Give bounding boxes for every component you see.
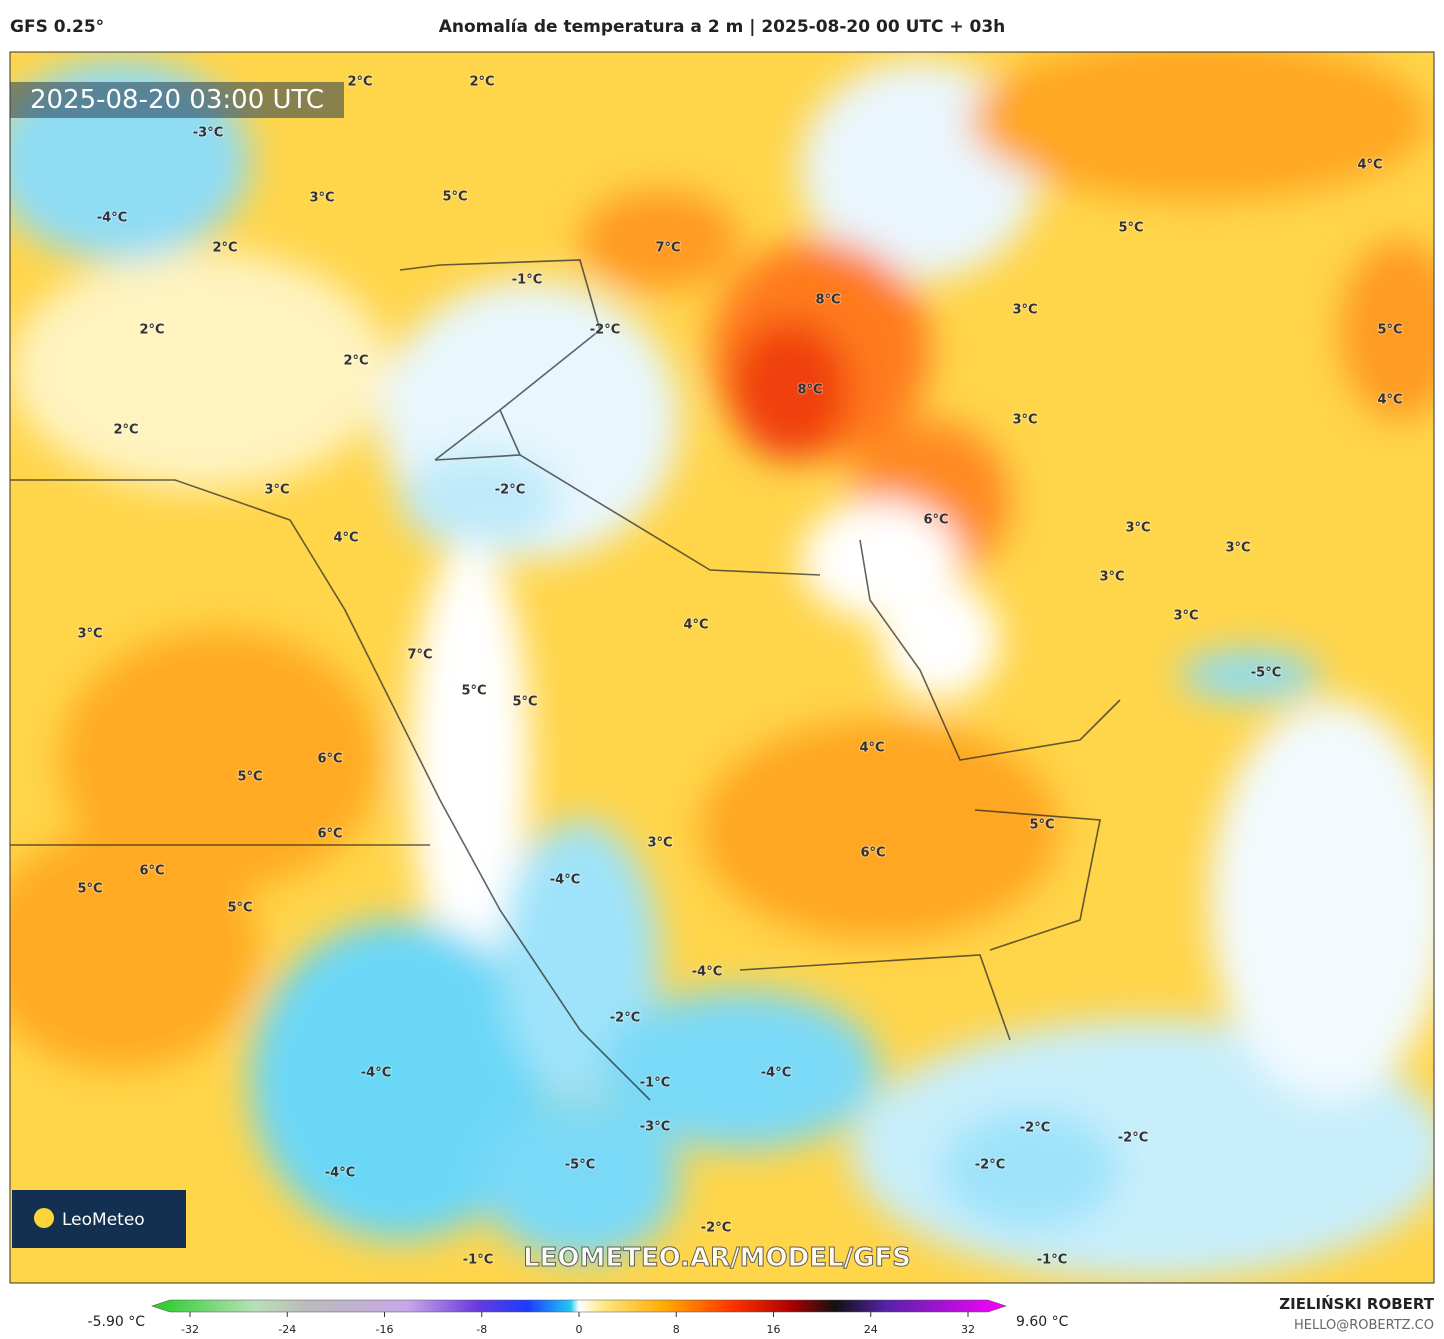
- author: ZIELIŃSKI ROBERT: [1279, 1294, 1434, 1313]
- anomaly-label: -4°C: [761, 1066, 791, 1081]
- anomaly-label: 3°C: [1225, 541, 1250, 556]
- anomaly-label: 8°C: [797, 383, 822, 398]
- anomaly-label: 5°C: [461, 684, 486, 699]
- anomaly-label: 3°C: [1012, 413, 1037, 428]
- anomaly-label: 4°C: [683, 618, 708, 633]
- anomaly-label: -2°C: [1118, 1131, 1148, 1146]
- anomaly-label: 2°C: [113, 423, 138, 438]
- anomaly-label: -2°C: [590, 323, 620, 338]
- anomaly-label: 3°C: [1173, 609, 1198, 624]
- anomaly-label: 2°C: [347, 75, 372, 90]
- anomaly-label: -4°C: [97, 211, 127, 226]
- anomaly-label: 5°C: [512, 695, 537, 710]
- anomaly-label: 5°C: [77, 882, 102, 897]
- colorbar-min: -5.90 °C: [88, 1314, 146, 1330]
- anomaly-label: -3°C: [193, 126, 223, 141]
- colorbar-ticks: -32 -24 -16 -8 0 8 16 24 32: [181, 1312, 975, 1336]
- anomaly-label: -1°C: [640, 1076, 670, 1091]
- anomaly-label: 7°C: [407, 648, 432, 663]
- timestamp: 2025-08-20 03:00 UTC: [30, 85, 324, 115]
- anomaly-label: 5°C: [442, 190, 467, 205]
- anomaly-label: 8°C: [815, 293, 840, 308]
- anomaly-label: 2°C: [343, 354, 368, 369]
- watermark: LEOMETEO.AR/MODEL/GFS: [523, 1243, 911, 1273]
- anomaly-label: -2°C: [975, 1158, 1005, 1173]
- anomaly-field: [10, 52, 1434, 1283]
- colorbar-tick-label: 16: [767, 1323, 781, 1336]
- anomaly-label: 4°C: [333, 531, 358, 546]
- anomaly-label: 4°C: [859, 741, 884, 756]
- anomaly-label: 5°C: [227, 901, 252, 916]
- anomaly-label: 6°C: [860, 846, 885, 861]
- colorbar-tick-label: 32: [961, 1323, 975, 1336]
- anomaly-label: 6°C: [139, 864, 164, 879]
- anomaly-label: 3°C: [309, 191, 334, 206]
- colorbar-tick-label: 8: [673, 1323, 680, 1336]
- anomaly-label: -1°C: [463, 1253, 493, 1268]
- anomaly-label: -1°C: [512, 273, 542, 288]
- colorbar-tick-label: -24: [278, 1323, 296, 1336]
- colorbar-tick-label: -16: [376, 1323, 394, 1336]
- anomaly-label: 6°C: [923, 513, 948, 528]
- colorbar: [151, 1299, 1007, 1313]
- colorbar-tick-label: -8: [476, 1323, 487, 1336]
- anomaly-label: 3°C: [264, 483, 289, 498]
- email: HELLO@ROBERTZ.CO: [1294, 1318, 1434, 1333]
- anomaly-label: 3°C: [1099, 570, 1124, 585]
- colorbar-max: 9.60 °C: [1016, 1314, 1069, 1330]
- anomaly-label: -4°C: [692, 965, 722, 980]
- anomaly-label: -2°C: [495, 483, 525, 498]
- anomaly-label: 5°C: [237, 770, 262, 785]
- anomaly-label: -4°C: [550, 873, 580, 888]
- map-title: Anomalía de temperatura a 2 m | 2025-08-…: [439, 17, 1006, 37]
- anomaly-label: -2°C: [701, 1221, 731, 1236]
- anomaly-label: 2°C: [212, 241, 237, 256]
- logo: LeoMeteo: [62, 1210, 145, 1230]
- anomaly-label: 6°C: [317, 827, 342, 842]
- colorbar-tick-label: -32: [181, 1323, 199, 1336]
- anomaly-label: -2°C: [1020, 1121, 1050, 1136]
- anomaly-label: 3°C: [1125, 521, 1150, 536]
- anomaly-label: 3°C: [647, 836, 672, 851]
- anomaly-label: -4°C: [361, 1066, 391, 1081]
- anomaly-label: 3°C: [1012, 303, 1037, 318]
- model-name: GFS 0.25°: [10, 17, 104, 37]
- anomaly-label: -4°C: [325, 1166, 355, 1181]
- anomaly-label: 7°C: [655, 241, 680, 256]
- anomaly-label: 6°C: [317, 752, 342, 767]
- anomaly-labels: 2°C 2°C -3°C 3°C 5°C -4°C 2°C 7°C -1°C 8°C 2°C -2°C…: [76, 74, 1403, 1269]
- anomaly-label: -5°C: [565, 1158, 595, 1173]
- anomaly-label: -5°C: [1251, 666, 1281, 681]
- anomaly-label: -2°C: [610, 1011, 640, 1026]
- anomaly-label: -3°C: [640, 1120, 670, 1135]
- anomaly-label: 4°C: [1377, 393, 1402, 408]
- anomaly-label: 2°C: [469, 75, 494, 90]
- anomaly-label: 5°C: [1118, 221, 1143, 236]
- anomaly-label: 5°C: [1029, 818, 1054, 833]
- anomaly-label: 5°C: [1377, 323, 1402, 338]
- anomaly-label: 2°C: [139, 323, 164, 338]
- anomaly-label: 4°C: [1357, 158, 1382, 173]
- colorbar-tick-label: 24: [864, 1323, 878, 1336]
- anomaly-label: -1°C: [1037, 1253, 1067, 1268]
- anomaly-label: 3°C: [77, 627, 102, 642]
- colorbar-tick-label: 0: [576, 1323, 583, 1336]
